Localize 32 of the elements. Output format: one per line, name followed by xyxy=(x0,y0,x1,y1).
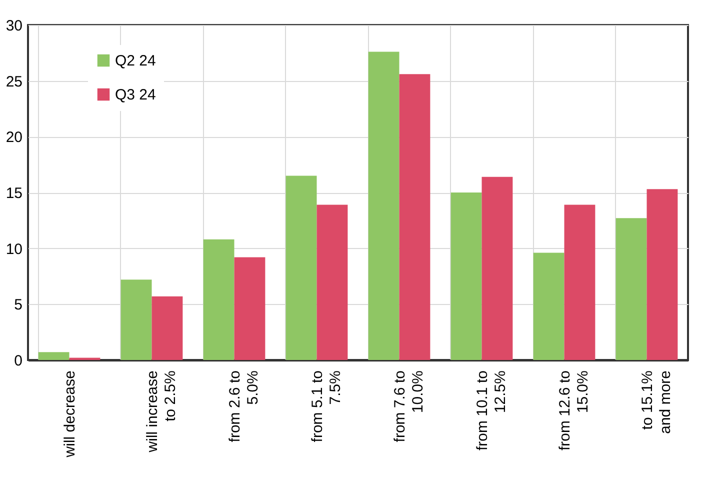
x-tick-label: will increase to 2.5% xyxy=(144,370,179,454)
bar xyxy=(482,176,513,360)
bar xyxy=(646,189,678,360)
y-tick-label: 5 xyxy=(14,296,22,314)
bar xyxy=(616,218,647,360)
bar xyxy=(450,192,482,360)
y-tick-label: 10 xyxy=(6,240,22,258)
bar xyxy=(564,204,596,360)
bar xyxy=(152,296,183,360)
y-tick-label: 30 xyxy=(6,18,22,34)
x-tick-label: will decrease xyxy=(61,370,78,458)
x-tick-label: from 10.1 to 12.5% xyxy=(474,370,509,451)
bar xyxy=(203,239,234,360)
x-tick-label: from 12.6 to 15.0% xyxy=(556,370,592,451)
x-tick-label: from 7.6 to 10.0% xyxy=(391,370,426,442)
bar xyxy=(399,74,430,360)
y-tick-label: 0 xyxy=(14,352,22,370)
bar xyxy=(316,204,348,360)
y-tick-label: 15 xyxy=(6,185,22,202)
bar xyxy=(368,52,400,360)
x-tick-label: from 2.6 to 5.0% xyxy=(226,370,262,442)
bar xyxy=(38,352,70,360)
x-tick-label: to 15.1% and more xyxy=(638,370,674,434)
bar xyxy=(234,257,266,360)
bar xyxy=(286,176,317,360)
bar xyxy=(120,280,152,360)
x-tick-label: from 5.1 to 7.5% xyxy=(308,370,344,442)
y-tick-label: 20 xyxy=(6,129,22,146)
y-tick-label: 25 xyxy=(6,73,22,90)
bar xyxy=(533,252,564,360)
legend-label: Q3 24 xyxy=(115,86,156,104)
legend-label: Q2 24 xyxy=(115,52,156,70)
